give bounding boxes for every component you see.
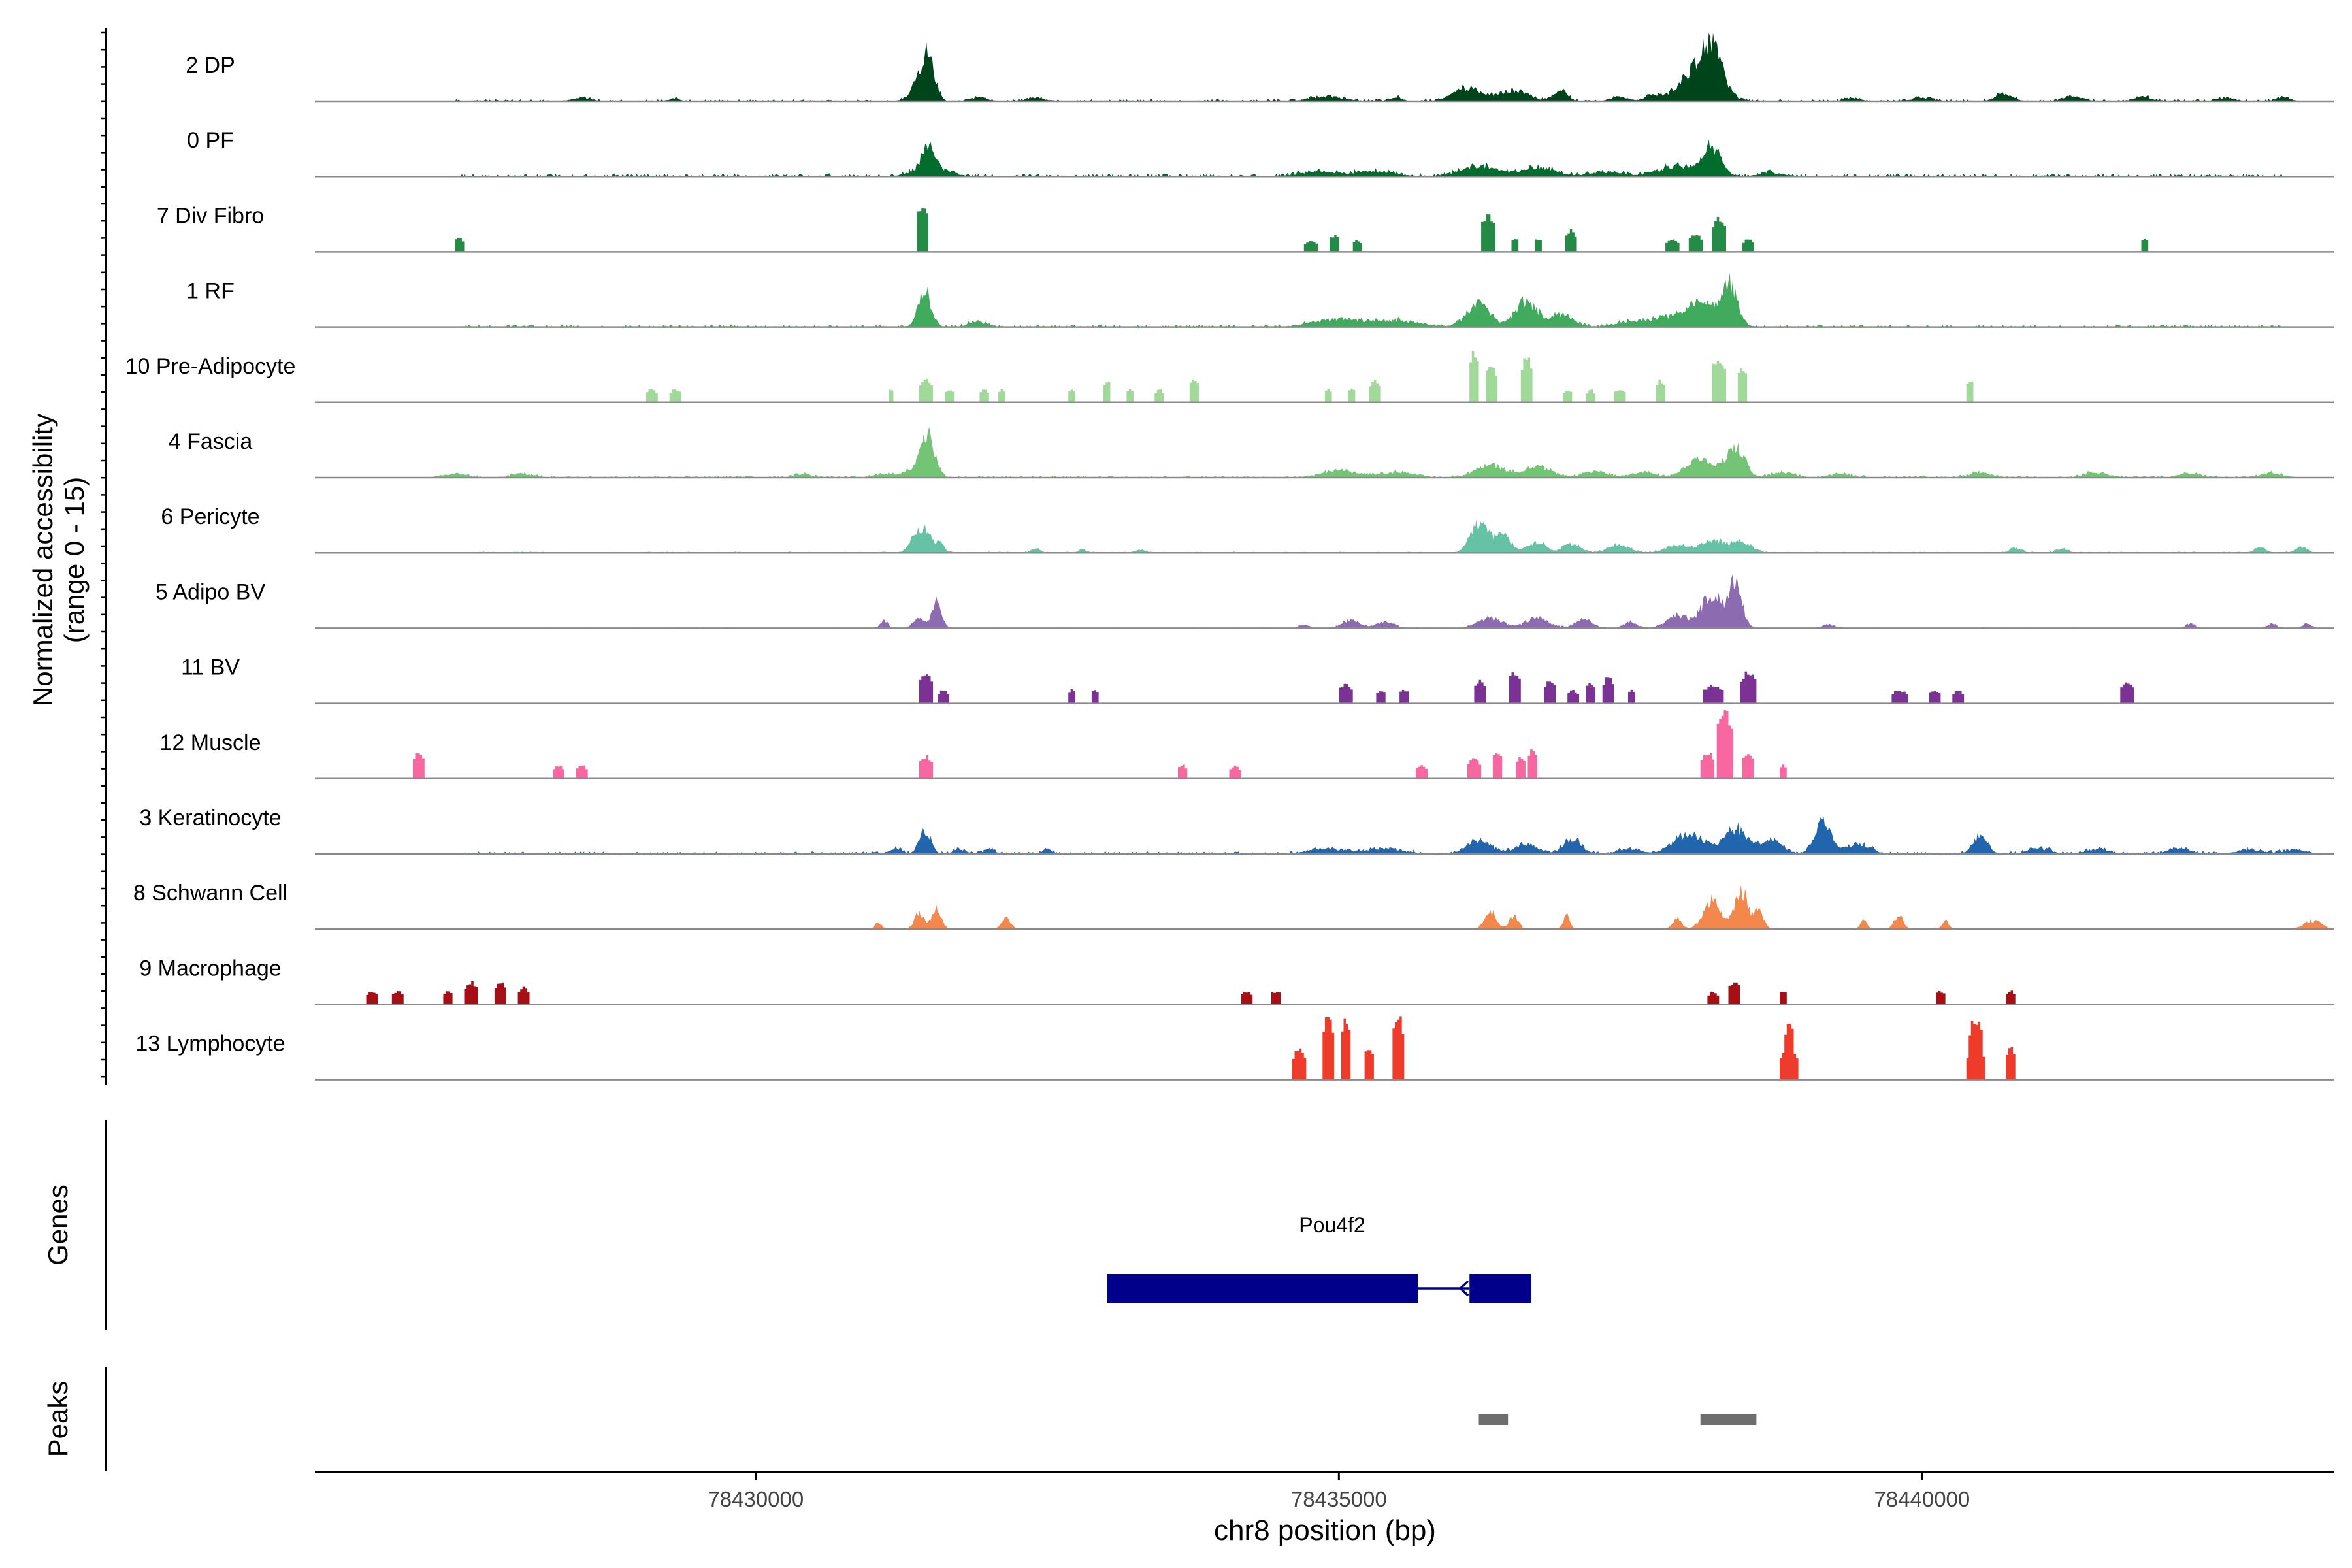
x-axis-label: chr8 position (bp): [1214, 1514, 1436, 1546]
track-label-5-adipo-bv: 5 Adipo BV: [155, 580, 266, 604]
track-labels: 2 DP 0 PF 7 Div Fibro 1 RF 10 Pre-Adipocyte 4…: [125, 53, 296, 1056]
coverage-area-6-pericyte: [315, 519, 2334, 553]
track-1-rf: [315, 272, 2334, 328]
track-12-muscle: [315, 710, 2335, 780]
peak-region-2: [1700, 1414, 1757, 1425]
strand-arrow-icon: [1458, 1280, 1469, 1297]
track-label-4-fascia: 4 Fascia: [169, 429, 253, 454]
gene-exon-2: [1469, 1274, 1531, 1303]
peaks-panel-label: Peaks: [42, 1381, 73, 1458]
coverage-y-ticks: [101, 31, 106, 1078]
x-axis-ticks: 78430000 78435000 78440000: [708, 1472, 1970, 1511]
coverage-area-8-schwann-cell: [315, 884, 2334, 930]
coverage-area-7-div-fibro: [315, 208, 2335, 252]
track-3-keratinocyte: [315, 816, 2334, 855]
y-axis-label-line1: Normalized accessibility: [27, 414, 58, 706]
track-10-pre-adipocyte: [315, 351, 2335, 404]
track-label-0-pf: 0 PF: [187, 128, 234, 153]
coverage-area-3-keratinocyte: [315, 816, 2334, 854]
gene-layer: Pou4f2: [1107, 1213, 1531, 1303]
genes-panel-label: Genes: [42, 1184, 73, 1266]
track-label-7-div-fibro: 7 Div Fibro: [157, 203, 264, 228]
tracks-layer: [315, 33, 2335, 1081]
y-axis-label-line2: (range 0 - 15): [59, 477, 90, 643]
track-7-div-fibro: [315, 208, 2335, 253]
x-tick-label: 78435000: [1291, 1487, 1387, 1511]
track-label-10-pre-adipocyte: 10 Pre-Adipocyte: [125, 354, 296, 379]
track-label-13-lymphocyte: 13 Lymphocyte: [135, 1032, 285, 1056]
coverage-area-13-lymphocyte: [315, 1016, 2335, 1080]
track-5-adipo-bv: [315, 574, 2334, 629]
gene-exon-1: [1107, 1274, 1418, 1303]
track-label-9-macrophage: 9 Macrophage: [139, 956, 281, 981]
track-4-fascia: [315, 427, 2334, 479]
coverage-area-2-dp: [315, 33, 2334, 101]
peak-region-1: [1478, 1414, 1509, 1425]
coverage-area-1-rf: [315, 272, 2334, 327]
coverage-area-11-bv: [315, 671, 2335, 704]
track-label-12-muscle: 12 Muscle: [160, 730, 261, 755]
track-label-3-keratinocyte: 3 Keratinocyte: [139, 806, 281, 830]
track-6-pericyte: [315, 519, 2334, 554]
track-0-pf: [315, 139, 2334, 178]
track-label-2-dp: 2 DP: [186, 53, 235, 78]
track-9-macrophage: [315, 981, 2335, 1005]
coverage-area-12-muscle: [315, 710, 2335, 779]
track-2-dp: [315, 33, 2334, 103]
track-label-8-schwann-cell: 8 Schwann Cell: [133, 881, 287, 906]
track-label-6-pericyte: 6 Pericyte: [161, 504, 259, 529]
x-tick-label: 78430000: [708, 1487, 804, 1511]
track-8-schwann-cell: [315, 884, 2334, 930]
coverage-area-5-adipo-bv: [315, 574, 2334, 629]
coverage-area-4-fascia: [315, 427, 2334, 478]
x-tick-label: 78440000: [1874, 1487, 1970, 1511]
gene-name-label: Pou4f2: [1299, 1213, 1365, 1237]
track-13-lymphocyte: [315, 1016, 2335, 1081]
peak-layer: [1478, 1414, 1757, 1425]
coverage-area-10-pre-adipocyte: [315, 351, 2335, 402]
track-11-bv: [315, 671, 2335, 704]
track-label-1-rf: 1 RF: [186, 279, 235, 304]
track-label-11-bv: 11 BV: [181, 655, 240, 680]
coverage-area-9-macrophage: [315, 981, 2335, 1005]
coverage-area-0-pf: [315, 139, 2334, 177]
